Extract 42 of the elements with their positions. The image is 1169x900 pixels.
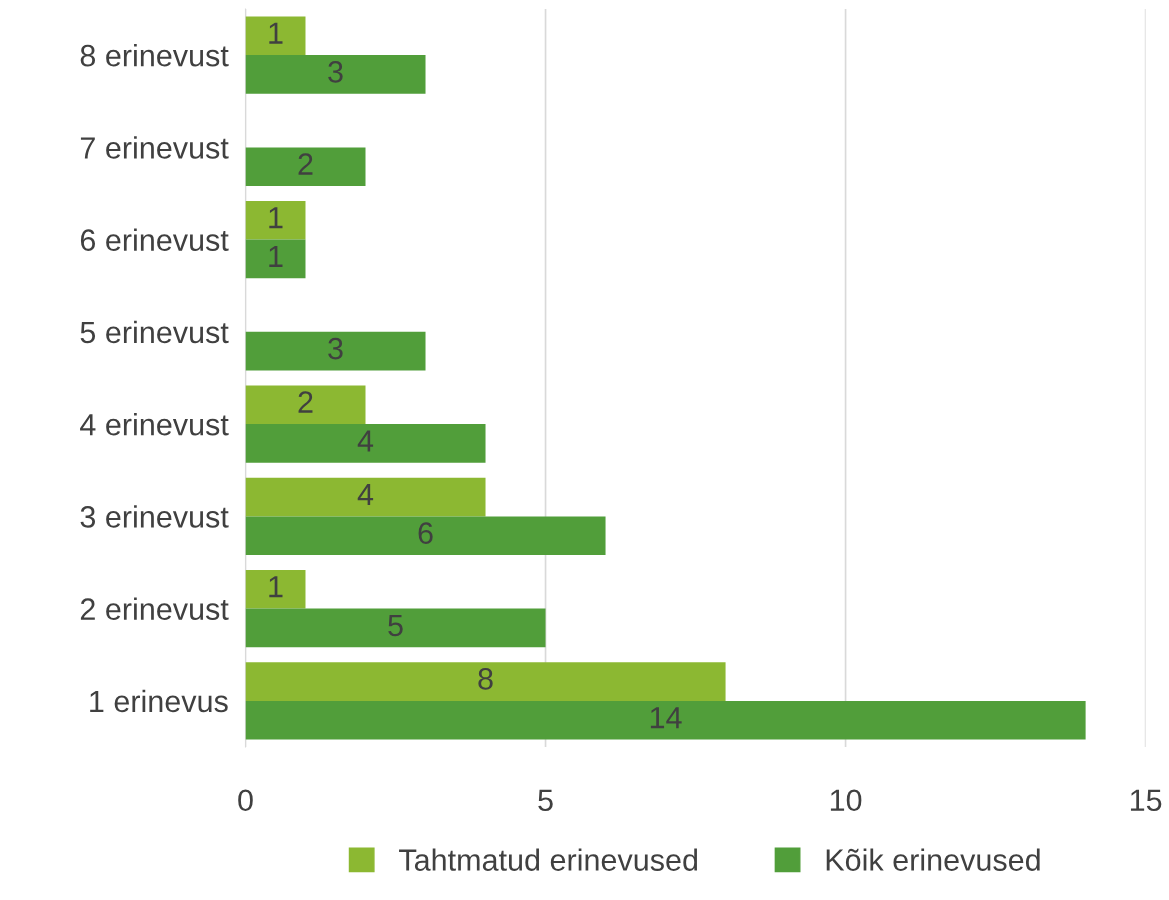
bar bbox=[245, 516, 606, 556]
data-label: 3 bbox=[328, 337, 343, 360]
y-tick-label: 4 erinevust bbox=[80, 413, 229, 436]
data-label: 8 bbox=[478, 668, 493, 690]
bar bbox=[245, 477, 486, 517]
data-label: 1 bbox=[269, 207, 283, 229]
bar bbox=[245, 385, 366, 425]
x-tick-label: 10 bbox=[830, 789, 862, 812]
y-tick-label: 3 erinevust bbox=[80, 505, 229, 528]
bar bbox=[245, 55, 426, 94]
data-label: 1 bbox=[269, 245, 283, 267]
data-label: 14 bbox=[650, 707, 682, 729]
bar bbox=[245, 608, 546, 648]
y-tick-label: 1 erinevus bbox=[90, 689, 228, 713]
data-label: 4 bbox=[357, 483, 374, 505]
data-label: 4 bbox=[357, 430, 374, 452]
y-tick-label: 6 erinevust bbox=[80, 228, 229, 251]
x-tick-label: 0 bbox=[238, 789, 253, 812]
x-tick-label: 5 bbox=[538, 789, 553, 812]
bar bbox=[245, 200, 306, 240]
data-label: 2 bbox=[298, 391, 313, 413]
data-label: 1 bbox=[269, 576, 283, 598]
data-label: 2 bbox=[298, 153, 313, 175]
data-label: 1 bbox=[269, 22, 283, 44]
bar bbox=[245, 239, 306, 279]
bar bbox=[245, 662, 726, 701]
bar bbox=[245, 147, 366, 187]
bar bbox=[245, 700, 1086, 740]
bar bbox=[245, 16, 306, 56]
bar bbox=[245, 569, 306, 609]
y-tick-label: 7 erinevust bbox=[80, 136, 229, 159]
data-label: 3 bbox=[328, 61, 343, 83]
data-label: 6 bbox=[418, 522, 433, 544]
bar bbox=[245, 424, 486, 463]
bar bbox=[245, 331, 426, 371]
legend-label: Tahtmatud erinevused bbox=[399, 848, 698, 871]
y-tick-label: 8 erinevust bbox=[80, 44, 229, 67]
x-tick-label: 15 bbox=[1130, 789, 1162, 812]
data-label: 5 bbox=[388, 614, 403, 637]
legend-label: Kõik erinevused bbox=[826, 848, 1040, 871]
y-tick-label: 5 erinevust bbox=[80, 320, 229, 344]
y-tick-label: 2 erinevust bbox=[80, 597, 229, 620]
